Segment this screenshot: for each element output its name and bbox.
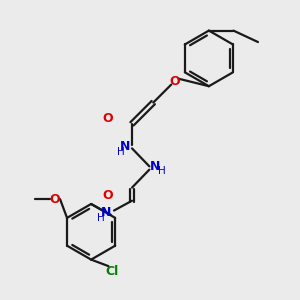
Text: O: O: [102, 112, 113, 125]
Text: N: N: [150, 160, 160, 173]
Text: N: N: [120, 140, 130, 153]
Text: H: H: [158, 166, 165, 176]
Text: H: H: [117, 147, 124, 157]
Text: O: O: [50, 193, 60, 206]
Text: Cl: Cl: [106, 265, 119, 278]
Text: N: N: [100, 206, 111, 219]
Text: O: O: [169, 75, 180, 88]
Text: O: O: [102, 189, 113, 202]
Text: H: H: [97, 213, 105, 223]
